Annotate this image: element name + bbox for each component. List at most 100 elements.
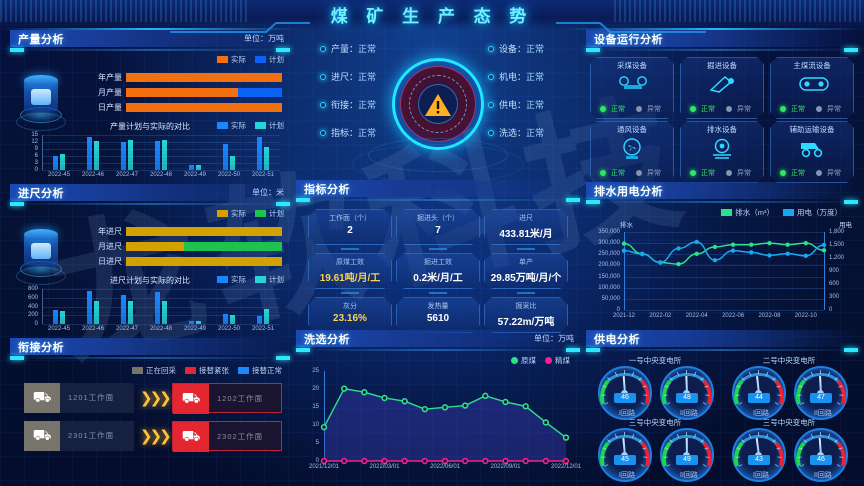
y-axis-left-tick: 300,000 bbox=[598, 240, 620, 247]
bar-计划-2022-48 bbox=[162, 300, 167, 324]
gridline bbox=[624, 243, 824, 245]
data-point-原煤-8 bbox=[482, 392, 489, 400]
x-axis-tick: 2022-50 bbox=[217, 326, 241, 332]
indicator-panel-header: 指标分析 bbox=[296, 180, 580, 197]
data-point-精煤-2 bbox=[361, 457, 368, 465]
gridline bbox=[42, 306, 280, 308]
status-ok-truck[interactable]: 正常 bbox=[780, 170, 808, 177]
gauge-I回路[interactable]: 46 I回路 bbox=[598, 366, 656, 420]
gauge-face: 46 bbox=[794, 428, 848, 482]
equipment-card-truck[interactable]: 辅助运输设备 正常 异常 bbox=[770, 121, 854, 183]
equipment-card-roadheader[interactable]: 掘进设备 正常 异常 bbox=[680, 57, 764, 119]
status-bad-shearer[interactable]: 异常 bbox=[635, 106, 664, 113]
status-bad-roadheader[interactable]: 异常 bbox=[725, 106, 754, 113]
gauge-I回路[interactable]: 44 I回路 bbox=[732, 366, 790, 420]
gauge-I回路[interactable]: 43 I回路 bbox=[732, 428, 790, 482]
y-axis-tick: 6 bbox=[34, 153, 38, 159]
mining-cart-icon: ⛟ bbox=[173, 422, 209, 452]
legend-dot-raw-coal bbox=[511, 357, 518, 364]
advance-panel-title: 进尺分析 bbox=[18, 188, 64, 200]
data-point-精煤-10 bbox=[522, 457, 529, 465]
gauge-II回路[interactable]: 47 II回路 bbox=[794, 366, 852, 420]
wash-area-chart: 0 5 10 15 20 25 2021/12/01 2022/03/01 2022/06/01… bbox=[302, 367, 581, 475]
output-panel-header: 产量分析 单位：万吨 bbox=[10, 30, 290, 47]
bar-计划-2022-50 bbox=[230, 156, 235, 170]
legend-swatch-actual-bar bbox=[217, 122, 228, 129]
equipment-card-shearer[interactable]: 采煤设备 正常 异常 bbox=[590, 57, 674, 119]
legend-item-plan-bar: 计划 bbox=[255, 274, 284, 285]
link-row-1-to[interactable]: ⛟ 2302工作面 bbox=[172, 421, 282, 452]
legend-item-raw-coal: 原煤 bbox=[511, 355, 536, 366]
equipment-card-pump[interactable]: 排水设备 正常 异常 bbox=[680, 121, 764, 183]
x-axis-tick: 2022-02 bbox=[649, 313, 672, 319]
header-line-right bbox=[564, 28, 864, 30]
status-bad-fan[interactable]: 异常 bbox=[635, 170, 664, 177]
indicator-card-0[interactable]: 工作面（个） 2 bbox=[308, 209, 392, 245]
wash-panel-unit: 单位：万吨 bbox=[534, 334, 574, 343]
status-bad-conveyor[interactable]: 异常 bbox=[815, 106, 844, 113]
link-row-0-arrow-icon: ❯❯❯ bbox=[140, 390, 172, 407]
indicator-card-2[interactable]: 进尺 433.81米/月 bbox=[484, 209, 568, 245]
gauge-value: 48 bbox=[676, 393, 698, 403]
indicator-card-8[interactable]: 掘采比 57.22m/万吨 bbox=[484, 297, 568, 333]
gauge-I回路[interactable]: 45 I回路 bbox=[598, 428, 656, 482]
y-axis-tick: 0 bbox=[315, 458, 319, 464]
status-ok-fan[interactable]: 正常 bbox=[600, 170, 628, 177]
link-row-0-to[interactable]: ⛟ 1202工作面 bbox=[172, 383, 282, 414]
equipment-card-conveyor[interactable]: 主煤流设备 正常 异常 bbox=[770, 57, 854, 119]
legend-item-actual-bar: 实际 bbox=[217, 274, 246, 285]
bar-计划-2022-47 bbox=[128, 300, 133, 324]
status-ok-shearer[interactable]: 正常 bbox=[600, 106, 628, 113]
gauge-tick bbox=[686, 432, 687, 436]
status-item-right-3: 洗选：正常 bbox=[488, 126, 544, 139]
indicator-card-6[interactable]: 灰分 23.16% bbox=[308, 297, 392, 333]
indicator-card-3[interactable]: 原煤工效 19.61吨/月/工 bbox=[308, 253, 392, 289]
y-axis-tick: 20 bbox=[312, 386, 319, 392]
bar-计划-2022-51 bbox=[264, 147, 269, 170]
bar-实际-2022-51 bbox=[257, 137, 262, 170]
gridline bbox=[624, 232, 824, 233]
status-bad-pump[interactable]: 异常 bbox=[725, 170, 754, 177]
x-axis-tick: 2022-46 bbox=[81, 172, 105, 178]
gauge-face: 49 bbox=[660, 428, 714, 482]
output-bar-chart: 0 3 6 9 12 15 2022-45 2022-46 2022-47 2022-48 2022… bbox=[16, 132, 284, 181]
legend-item-plan: 计划 bbox=[255, 54, 284, 65]
legend-swatch-actual-bar bbox=[217, 276, 228, 283]
status-bad-truck[interactable]: 异常 bbox=[815, 170, 844, 177]
x-axis-tick: 2022-51 bbox=[251, 326, 275, 332]
data-point-精煤-11 bbox=[542, 457, 550, 465]
gauge-value: 46 bbox=[614, 393, 636, 403]
y-axis-left-tick: 0 bbox=[616, 307, 620, 313]
data-point-排水（m³）-0 bbox=[621, 241, 627, 246]
link-row-1-from[interactable]: ⛟ 2301工作面 bbox=[24, 421, 134, 451]
wash-panel-title: 洗选分析 bbox=[304, 334, 350, 346]
status-ok-roadheader[interactable]: 正常 bbox=[690, 106, 718, 113]
equipment-card-fan[interactable]: 通风设备 正常 异常 bbox=[590, 121, 674, 183]
status-ok-pump[interactable]: 正常 bbox=[690, 170, 718, 177]
link-row-0-from[interactable]: ⛟ 1201工作面 bbox=[24, 383, 134, 413]
gauge-value: 49 bbox=[676, 455, 698, 465]
data-point-精煤-7 bbox=[461, 457, 469, 465]
data-point-原煤-7 bbox=[461, 402, 469, 409]
indicator-card-4[interactable]: 掘进工效 0.2米/月/工 bbox=[396, 253, 480, 289]
gauge-II回路[interactable]: 49 II回路 bbox=[660, 428, 718, 482]
advance-legend: 实际 计划 bbox=[217, 208, 284, 219]
indicator-card-5[interactable]: 单产 29.85万吨/月/个 bbox=[484, 253, 568, 289]
equipment-status-conveyor: 正常 异常 bbox=[771, 104, 853, 114]
x-axis-tick: 2022-49 bbox=[183, 172, 207, 178]
indicator-card-1[interactable]: 掘进头（个） 7 bbox=[396, 209, 480, 245]
status-ok-conveyor[interactable]: 正常 bbox=[780, 106, 808, 113]
legend-swatch-plan-bar bbox=[255, 122, 266, 129]
drainage-legend: 排水（m³） 用电（万度） bbox=[721, 207, 842, 218]
indicator-card-7[interactable]: 发热量 5610 bbox=[396, 297, 480, 333]
data-point-用电（万度）-1 bbox=[639, 251, 645, 257]
data-point-用电（万度）-0 bbox=[621, 248, 627, 253]
data-point-用电（万度）-3 bbox=[676, 246, 681, 251]
gauge-II回路[interactable]: 46 II回路 bbox=[794, 428, 852, 482]
x-axis-tick: 2022-10 bbox=[794, 313, 817, 319]
drainage-chart-svg bbox=[621, 239, 827, 267]
radar-dashed-ring bbox=[409, 75, 467, 133]
advance-bar-day: 日进尺 bbox=[82, 257, 282, 266]
gauge-II回路[interactable]: 48 II回路 bbox=[660, 366, 718, 420]
